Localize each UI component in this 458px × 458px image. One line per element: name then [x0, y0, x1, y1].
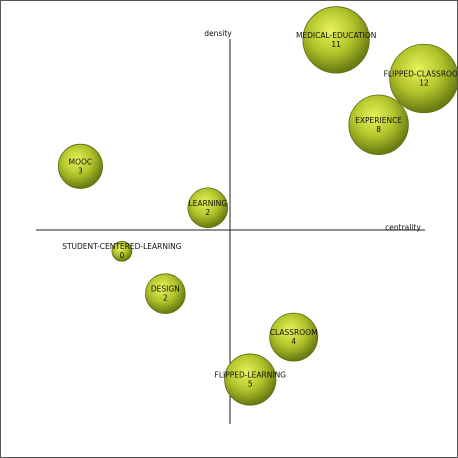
bubble-label: EXPERIENCE: [355, 116, 402, 125]
bubble-label: MOOC: [69, 157, 93, 166]
bubble-value: 0: [120, 251, 125, 260]
bubble-label: STUDENT-CENTERED-LEARNING: [62, 242, 182, 251]
bubble-circle: [111, 240, 133, 262]
bubble-circle: [389, 43, 457, 114]
bubble-value: 12: [419, 78, 429, 87]
bubble-value: 2: [205, 208, 210, 217]
bubble-circle: [187, 187, 229, 229]
bubble-label: LEARNING: [189, 199, 228, 208]
bubble-label: CLASSROOM: [270, 328, 318, 337]
bubble-value: 5: [248, 380, 253, 389]
bubble-circle: [57, 143, 103, 189]
bubble-circle: [224, 353, 277, 406]
y-axis-label: density: [204, 29, 232, 38]
bubble-label: DESIGN: [151, 285, 180, 294]
bubble-layer: MEDICAL-EDUCATION11FLIPPED-CLASSROOM12EX…: [57, 6, 457, 406]
bubble-label: FLIPPED-CLASSROOM: [384, 69, 457, 78]
bubble-circle: [145, 273, 186, 314]
bubble-label: MEDICAL-EDUCATION: [296, 31, 376, 40]
bubble-value: 11: [331, 40, 341, 49]
bubble-circle: [269, 312, 319, 362]
bubble-circle: [302, 6, 370, 74]
x-axis-label: centrality: [385, 223, 421, 232]
bubble-circle: [348, 94, 409, 156]
bubble-value: 3: [78, 166, 83, 175]
bubble-value: 8: [376, 125, 381, 134]
bubble-value: 2: [163, 294, 168, 303]
bubble-label: FLIPPED-LEARNING: [215, 371, 287, 380]
bubble-value: 4: [291, 337, 296, 346]
